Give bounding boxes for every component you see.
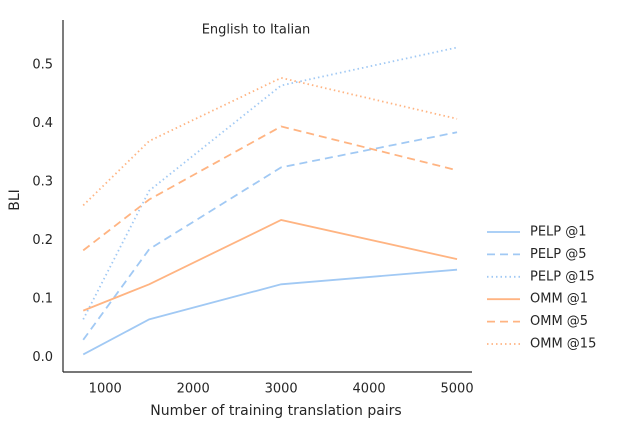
legend-label: OMM @5 — [530, 314, 588, 329]
series-line — [82, 46, 458, 320]
legend-label: OMM @15 — [530, 337, 596, 352]
x-tick-label: 3000 — [265, 382, 298, 397]
y-tick-label: 0.4 — [32, 116, 53, 131]
series-line — [82, 125, 458, 252]
y-tick-label: 0.2 — [32, 233, 53, 248]
legend-label: OMM @1 — [530, 292, 588, 307]
y-tick-label: 0.0 — [32, 350, 53, 365]
x-tick-label: 5000 — [441, 382, 474, 397]
y-tick-label: 0.3 — [32, 174, 53, 189]
x-tick-label: 1000 — [89, 382, 122, 397]
x-axis-label: Number of training translation pairs — [150, 403, 401, 419]
y-tick-label: 0.5 — [32, 58, 53, 73]
legend-label: PELP @5 — [530, 247, 587, 262]
chart-title: English to Italian — [202, 23, 311, 38]
series-line — [82, 219, 458, 312]
series-line — [82, 268, 458, 356]
legend-label: PELP @1 — [530, 225, 587, 240]
y-tick-label: 0.1 — [32, 291, 53, 306]
y-axis-label: BLI — [7, 189, 23, 211]
series-line — [82, 76, 458, 206]
x-tick-label: 2000 — [177, 382, 210, 397]
legend-label: PELP @15 — [530, 269, 595, 284]
x-tick-label: 4000 — [353, 382, 386, 397]
series-line — [82, 131, 458, 341]
